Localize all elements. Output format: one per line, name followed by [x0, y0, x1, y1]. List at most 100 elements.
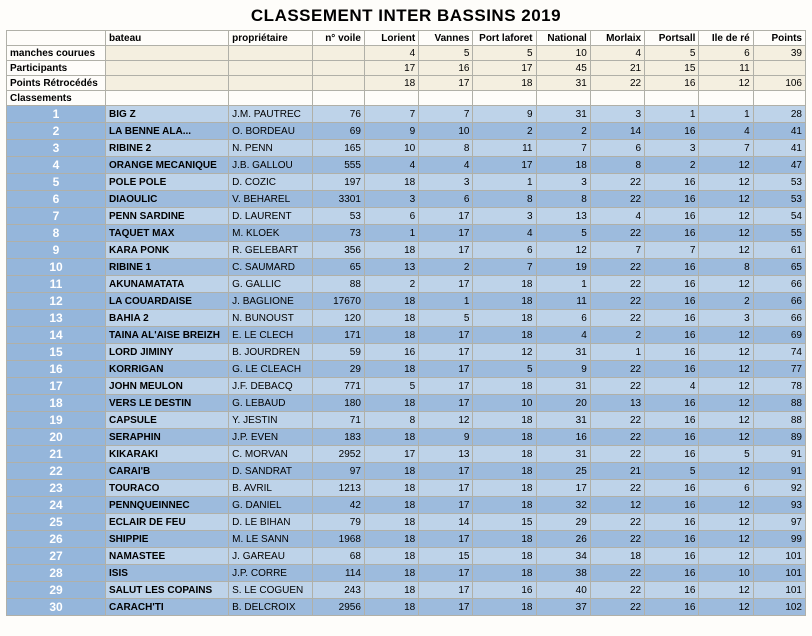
owner-cell: D. LAURENT	[229, 208, 313, 225]
table-row: 15LORD JIMINYB. JOURDREN5916171231116127…	[7, 344, 806, 361]
col-header: propriétaire	[229, 31, 313, 46]
info-cell: 21	[590, 61, 644, 76]
rank-cell: 27	[7, 548, 106, 565]
page-title: CLASSEMENT INTER BASSINS 2019	[6, 6, 806, 26]
race-cell: 10	[473, 395, 536, 412]
race-cell: 1	[590, 344, 644, 361]
boat-cell: CAPSULE	[106, 412, 229, 429]
race-cell: 22	[590, 259, 644, 276]
info-cell: 16	[645, 76, 699, 91]
points-cell: 74	[753, 344, 805, 361]
boat-cell: KARA PONK	[106, 242, 229, 259]
col-header: Vannes	[419, 31, 473, 46]
race-cell: 18	[364, 599, 418, 616]
col-header: Portsall	[645, 31, 699, 46]
voile-cell: 65	[312, 259, 364, 276]
table-body: manches courues4551045639Participants171…	[7, 46, 806, 616]
rank-cell: 13	[7, 310, 106, 327]
empty-cell	[536, 91, 590, 106]
race-cell: 5	[473, 361, 536, 378]
owner-cell: Y. JESTIN	[229, 412, 313, 429]
race-cell: 40	[536, 582, 590, 599]
race-cell: 16	[645, 208, 699, 225]
race-cell: 18	[473, 327, 536, 344]
boat-cell: LORD JIMINY	[106, 344, 229, 361]
info-cell: 11	[699, 61, 753, 76]
race-cell: 38	[536, 565, 590, 582]
boat-cell: POLE POLE	[106, 174, 229, 191]
voile-cell: 555	[312, 157, 364, 174]
race-cell: 22	[590, 480, 644, 497]
race-cell: 31	[536, 106, 590, 123]
race-cell: 10	[419, 123, 473, 140]
points-cell: 69	[753, 327, 805, 344]
race-cell: 5	[645, 463, 699, 480]
race-cell: 16	[645, 259, 699, 276]
voile-cell: 71	[312, 412, 364, 429]
race-cell: 31	[536, 378, 590, 395]
table-row: 28ISISJ.P. CORRE11418171838221610101	[7, 565, 806, 582]
points-cell: 66	[753, 310, 805, 327]
info-cell: 16	[419, 61, 473, 76]
race-cell: 12	[699, 599, 753, 616]
table-row: 8TAQUET MAXM. KLOEK731174522161255	[7, 225, 806, 242]
voile-cell: 97	[312, 463, 364, 480]
rank-cell: 25	[7, 514, 106, 531]
rank-cell: 4	[7, 157, 106, 174]
points-cell: 88	[753, 412, 805, 429]
col-header: Lorient	[364, 31, 418, 46]
race-cell: 16	[645, 446, 699, 463]
points-cell: 55	[753, 225, 805, 242]
race-cell: 18	[473, 480, 536, 497]
race-cell: 13	[590, 395, 644, 412]
race-cell: 18	[364, 293, 418, 310]
info-cell	[753, 61, 805, 76]
boat-cell: SHIPPIE	[106, 531, 229, 548]
points-cell: 97	[753, 514, 805, 531]
boat-cell: PENNQUEINNEC	[106, 497, 229, 514]
race-cell: 16	[645, 582, 699, 599]
rank-cell: 15	[7, 344, 106, 361]
race-cell: 3	[645, 140, 699, 157]
race-cell: 22	[590, 565, 644, 582]
race-cell: 16	[645, 191, 699, 208]
boat-cell: JOHN MEULON	[106, 378, 229, 395]
table-row: 29SALUT LES COPAINSS. LE COGUEN243181716…	[7, 582, 806, 599]
owner-cell: E. LE CLECH	[229, 327, 313, 344]
rank-cell: 24	[7, 497, 106, 514]
race-cell: 18	[473, 310, 536, 327]
rank-cell: 14	[7, 327, 106, 344]
owner-cell: D. SANDRAT	[229, 463, 313, 480]
race-cell: 16	[645, 548, 699, 565]
table-row: 14TAINA AL'AISE BREIZHE. LE CLECH1711817…	[7, 327, 806, 344]
race-cell: 12	[699, 174, 753, 191]
boat-cell: KIKARAKI	[106, 446, 229, 463]
info-cell: 15	[645, 61, 699, 76]
table-row: 27NAMASTEEJ. GAREAU6818151834181612101	[7, 548, 806, 565]
race-cell: 14	[590, 123, 644, 140]
race-cell: 5	[536, 225, 590, 242]
race-cell: 20	[536, 395, 590, 412]
rank-cell: 22	[7, 463, 106, 480]
boat-cell: LA BENNE ALA...	[106, 123, 229, 140]
points-cell: 41	[753, 140, 805, 157]
race-cell: 17	[419, 531, 473, 548]
race-cell: 16	[364, 344, 418, 361]
rank-cell: 30	[7, 599, 106, 616]
race-cell: 17	[419, 378, 473, 395]
table-header: bateaupropriétairen° voileLorientVannesP…	[7, 31, 806, 46]
voile-cell: 79	[312, 514, 364, 531]
owner-cell: V. BEHAREL	[229, 191, 313, 208]
points-cell: 101	[753, 548, 805, 565]
race-cell: 6	[419, 191, 473, 208]
race-cell: 16	[645, 565, 699, 582]
table-row: 25ECLAIR DE FEUD. LE BIHAN79181415292216…	[7, 514, 806, 531]
race-cell: 12	[699, 157, 753, 174]
race-cell: 1	[699, 106, 753, 123]
owner-cell: J.B. GALLOU	[229, 157, 313, 174]
owner-cell: M. LE SANN	[229, 531, 313, 548]
race-cell: 18	[364, 565, 418, 582]
points-cell: 41	[753, 123, 805, 140]
race-cell: 17	[419, 225, 473, 242]
points-cell: 99	[753, 531, 805, 548]
